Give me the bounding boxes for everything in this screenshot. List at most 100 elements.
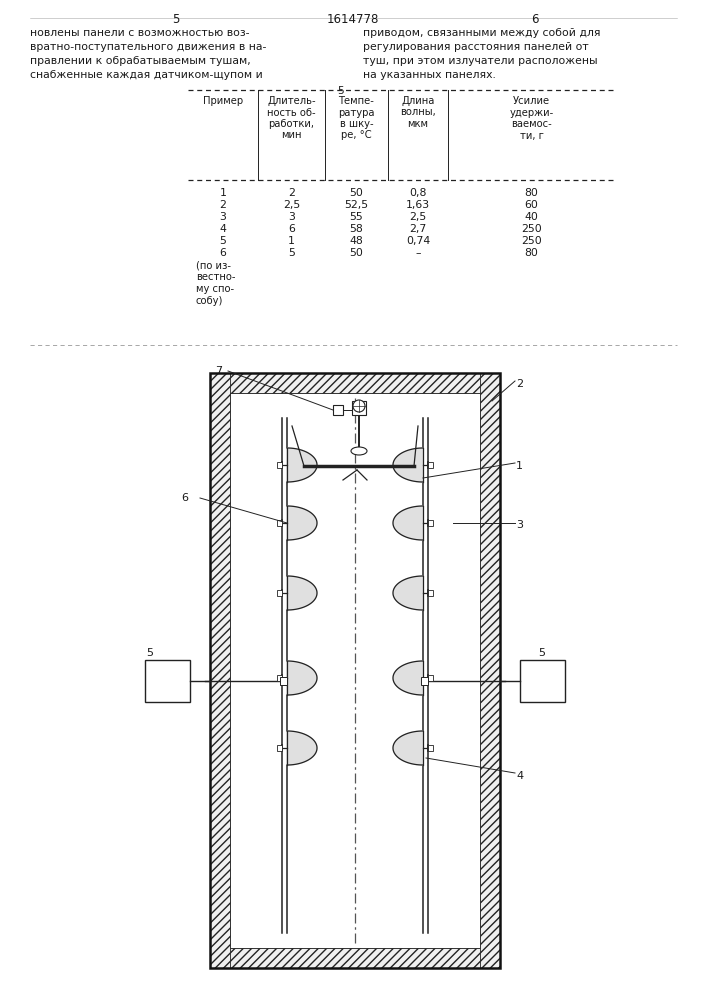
Bar — [428, 590, 433, 596]
Text: на указанных панелях.: на указанных панелях. — [363, 70, 496, 80]
Text: 5: 5 — [539, 648, 546, 658]
Text: 3: 3 — [516, 520, 523, 530]
Text: 7: 7 — [215, 366, 222, 376]
Text: Длитель-: Длитель- — [267, 96, 316, 106]
Text: Усилие: Усилие — [513, 96, 550, 106]
Text: 40: 40 — [525, 212, 539, 222]
Polygon shape — [287, 576, 317, 610]
Text: ти, г: ти, г — [520, 130, 544, 140]
Text: 80: 80 — [525, 248, 539, 258]
Text: 52,5: 52,5 — [344, 200, 368, 210]
Bar — [230, 393, 480, 948]
Text: 5: 5 — [288, 248, 295, 258]
Text: 2,5: 2,5 — [283, 200, 300, 210]
Text: 0,74: 0,74 — [406, 236, 430, 246]
Polygon shape — [287, 731, 317, 765]
Polygon shape — [393, 661, 423, 695]
Text: мкм: мкм — [407, 119, 428, 129]
Text: волны,: волны, — [400, 107, 436, 117]
Bar — [280, 677, 287, 685]
Circle shape — [353, 400, 365, 412]
Text: приводом, связанными между собой для: приводом, связанными между собой для — [363, 28, 600, 38]
Bar — [428, 745, 433, 751]
Text: 1: 1 — [220, 188, 226, 198]
Text: Темпе-: Темпе- — [339, 96, 375, 106]
Text: 5: 5 — [173, 13, 180, 26]
Bar — [428, 675, 433, 681]
Text: 0,8: 0,8 — [409, 188, 427, 198]
Text: ратура: ратура — [338, 107, 375, 117]
Text: 250: 250 — [521, 236, 542, 246]
Text: 80: 80 — [525, 188, 539, 198]
Text: 50: 50 — [349, 248, 363, 258]
Text: 3: 3 — [288, 212, 295, 222]
Bar — [145, 660, 190, 702]
Bar — [277, 462, 282, 468]
Text: 2: 2 — [516, 379, 523, 389]
Text: 60: 60 — [525, 200, 539, 210]
Text: –: – — [415, 248, 421, 258]
Text: 5: 5 — [220, 236, 226, 246]
Text: 6: 6 — [531, 13, 539, 26]
Text: 6: 6 — [220, 248, 226, 258]
Text: 2: 2 — [220, 200, 226, 210]
Ellipse shape — [351, 447, 367, 455]
Polygon shape — [393, 506, 423, 540]
Text: 3: 3 — [220, 212, 226, 222]
Polygon shape — [393, 576, 423, 610]
Text: Длина: Длина — [402, 96, 435, 106]
Bar — [210, 373, 500, 968]
Text: 2,5: 2,5 — [409, 212, 426, 222]
Text: 6: 6 — [288, 224, 295, 234]
Text: 250: 250 — [521, 224, 542, 234]
Text: туш, при этом излучатели расположены: туш, при этом излучатели расположены — [363, 56, 597, 66]
Bar — [352, 401, 366, 415]
Text: 55: 55 — [350, 212, 363, 222]
Text: правлении к обрабатываемым тушам,: правлении к обрабатываемым тушам, — [30, 56, 251, 66]
Polygon shape — [393, 448, 423, 482]
Text: мин: мин — [281, 130, 302, 140]
Bar — [333, 405, 343, 415]
Text: 6: 6 — [181, 493, 188, 503]
Bar — [421, 677, 428, 685]
Text: снабженные каждая датчиком-щупом и: снабженные каждая датчиком-щупом и — [30, 70, 263, 80]
Text: (по из-: (по из- — [196, 260, 231, 270]
Bar — [277, 520, 282, 526]
Text: собу): собу) — [196, 296, 223, 306]
Text: 4: 4 — [516, 771, 523, 781]
Bar — [210, 373, 230, 968]
Text: 4: 4 — [220, 224, 226, 234]
Bar — [428, 462, 433, 468]
Polygon shape — [393, 731, 423, 765]
Text: 5: 5 — [146, 648, 153, 658]
Text: работки,: работки, — [269, 119, 315, 129]
Text: ность об-: ность об- — [267, 107, 316, 117]
Text: вестно-: вестно- — [196, 272, 235, 282]
Bar — [480, 373, 500, 968]
Text: 1,63: 1,63 — [406, 200, 430, 210]
Text: ваемос-: ваемос- — [511, 119, 552, 129]
Bar — [277, 745, 282, 751]
Polygon shape — [287, 661, 317, 695]
Text: 2: 2 — [288, 188, 295, 198]
Text: 2,7: 2,7 — [409, 224, 426, 234]
Text: вратно-поступательного движения в на-: вратно-поступательного движения в на- — [30, 42, 267, 52]
Bar — [277, 590, 282, 596]
Polygon shape — [287, 448, 317, 482]
Text: му спо-: му спо- — [196, 284, 234, 294]
Text: 1: 1 — [516, 461, 523, 471]
Text: Пример: Пример — [203, 96, 243, 106]
Text: 1614778: 1614778 — [327, 13, 379, 26]
Text: 5: 5 — [337, 86, 344, 96]
Bar — [210, 948, 500, 968]
Bar — [428, 520, 433, 526]
Text: регулирования расстояния панелей от: регулирования расстояния панелей от — [363, 42, 589, 52]
Text: 58: 58 — [350, 224, 363, 234]
Text: 48: 48 — [350, 236, 363, 246]
Bar — [210, 373, 500, 393]
Polygon shape — [287, 506, 317, 540]
Text: удержи-: удержи- — [509, 107, 554, 117]
Bar — [277, 675, 282, 681]
Text: 50: 50 — [349, 188, 363, 198]
Text: в шку-: в шку- — [339, 119, 373, 129]
